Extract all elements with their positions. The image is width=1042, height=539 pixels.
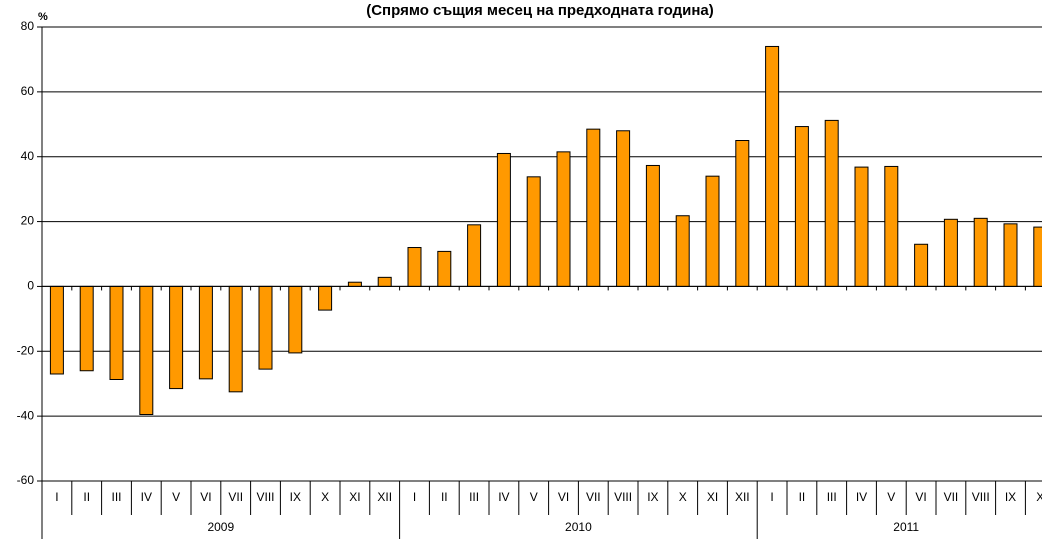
bar — [556, 151, 571, 287]
bar — [973, 217, 988, 287]
x-tick-label: IV — [141, 490, 152, 504]
chart-title: (Спрямо същия месец на предходната годин… — [366, 2, 714, 19]
x-tick-label: VII — [586, 490, 601, 504]
y-tick-label: 20 — [21, 214, 35, 228]
x-tick-label: IX — [647, 490, 658, 504]
y-tick-label: 60 — [21, 84, 35, 98]
x-tick-label: I — [770, 490, 773, 504]
x-tick-label: VIII — [972, 490, 990, 504]
x-tick-label: II — [441, 490, 448, 504]
bar — [79, 285, 94, 372]
x-tick-label: V — [887, 490, 895, 504]
x-tick-label: VIII — [256, 490, 274, 504]
x-tick-label: VI — [200, 490, 211, 504]
bar — [854, 166, 869, 287]
y-tick-label: 0 — [27, 279, 34, 293]
bar — [884, 165, 899, 287]
bar — [586, 128, 601, 287]
x-tick-label: IX — [1005, 490, 1016, 504]
bar — [943, 218, 958, 287]
bar — [496, 152, 511, 287]
bar — [526, 176, 541, 287]
x-tick-label: II — [83, 490, 90, 504]
x-tick-label: III — [111, 490, 121, 504]
bar — [765, 45, 780, 287]
x-tick-label: VI — [558, 490, 569, 504]
bar — [675, 215, 690, 287]
bar — [407, 247, 422, 287]
bar — [616, 130, 631, 287]
bar — [705, 175, 720, 287]
x-tick-label: XI — [707, 490, 718, 504]
x-tick-label: III — [827, 490, 837, 504]
year-label: 2009 — [207, 520, 234, 534]
x-tick-label: II — [799, 490, 806, 504]
bar — [169, 285, 184, 390]
x-tick-label: IV — [498, 490, 509, 504]
x-tick-label: XII — [377, 490, 392, 504]
bar — [1033, 226, 1042, 287]
year-label: 2011 — [893, 520, 919, 534]
x-tick-label: X — [679, 490, 687, 504]
x-tick-label: V — [530, 490, 538, 504]
bar — [347, 281, 362, 287]
year-label: 2010 — [565, 520, 592, 534]
x-tick-label: VIII — [614, 490, 632, 504]
x-tick-label: X — [1036, 490, 1042, 504]
bar — [228, 285, 243, 393]
x-tick-label: XII — [735, 490, 750, 504]
x-tick-label: I — [413, 490, 416, 504]
y-tick-label: 80 — [21, 19, 35, 33]
bar — [288, 285, 303, 354]
x-tick-label: I — [55, 490, 58, 504]
y-tick-label: 40 — [21, 149, 35, 163]
x-tick-label: IX — [290, 490, 301, 504]
bar — [914, 243, 929, 287]
x-tick-label: IV — [856, 490, 867, 504]
y-tick-label: -20 — [17, 343, 35, 357]
bar — [467, 224, 482, 287]
bar — [1003, 223, 1018, 287]
x-tick-label: VI — [915, 490, 926, 504]
bar — [824, 119, 839, 287]
bar — [377, 276, 392, 287]
bar — [645, 164, 660, 287]
x-tick-label: V — [172, 490, 180, 504]
bar — [794, 126, 809, 287]
x-tick-label: X — [321, 490, 329, 504]
x-tick-label: VII — [228, 490, 243, 504]
bar — [735, 140, 750, 287]
bar — [139, 285, 154, 416]
x-tick-label: XI — [349, 490, 360, 504]
y-axis-label: % — [38, 11, 48, 23]
bar — [198, 285, 213, 380]
x-tick-label: III — [469, 490, 479, 504]
y-tick-label: -60 — [17, 473, 35, 487]
bar — [109, 285, 124, 380]
bar — [318, 285, 333, 311]
bar — [437, 250, 452, 287]
y-tick-label: -40 — [17, 408, 35, 422]
x-tick-label: VII — [944, 490, 959, 504]
bar — [49, 285, 64, 375]
bar — [258, 285, 273, 370]
